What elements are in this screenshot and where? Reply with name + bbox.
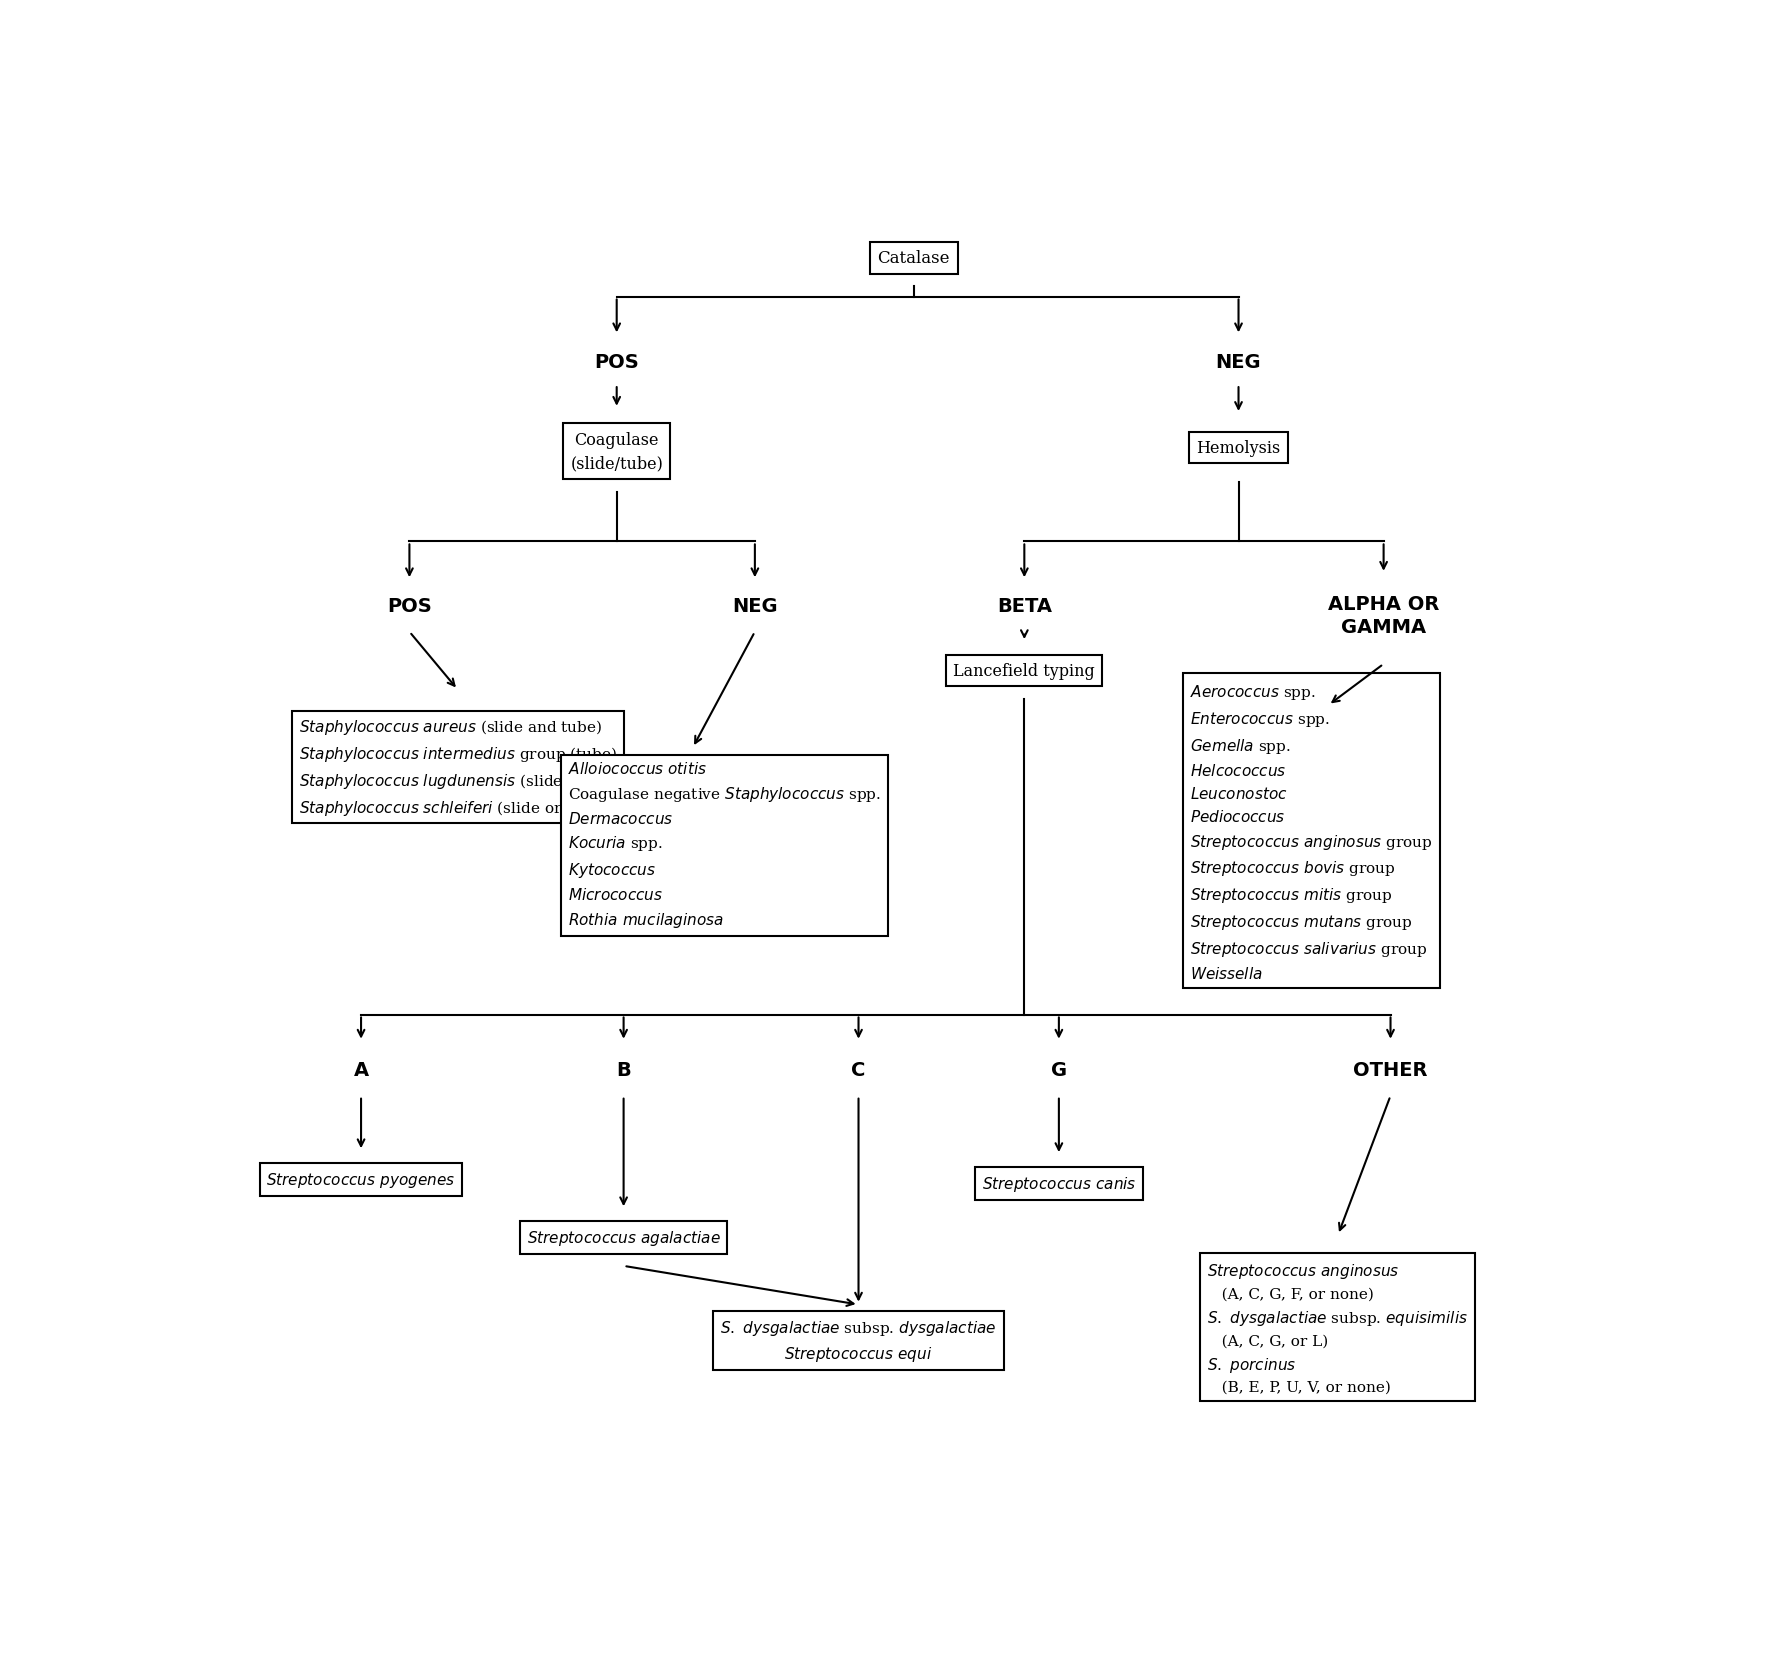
Text: B: B (617, 1061, 631, 1079)
Text: $\mathit{Streptococcus\ pyogenes}$: $\mathit{Streptococcus\ pyogenes}$ (266, 1171, 456, 1190)
Text: $\mathit{S.\ dysgalactiae}$ subsp. $\mathit{dysgalactiae}$
$\mathit{Streptococcu: $\mathit{S.\ dysgalactiae}$ subsp. $\mat… (720, 1318, 996, 1363)
Text: Hemolysis: Hemolysis (1196, 440, 1279, 457)
Text: $\mathit{Streptococcus\ agalactiae}$: $\mathit{Streptococcus\ agalactiae}$ (526, 1228, 720, 1248)
Text: A: A (353, 1061, 369, 1079)
Text: $\mathit{Streptococcus\ canis}$: $\mathit{Streptococcus\ canis}$ (982, 1174, 1135, 1193)
Text: OTHER: OTHER (1353, 1061, 1427, 1079)
Text: $\mathit{Alloiococcus\ otitis}$
Coagulase negative $\mathit{Staphylococcus}$ spp: $\mathit{Alloiococcus\ otitis}$ Coagulas… (568, 760, 880, 930)
Text: $\mathit{Aerococcus}$ spp.
$\mathit{Enterococcus}$ spp.
$\mathit{Gemella}$ spp.
: $\mathit{Aerococcus}$ spp. $\mathit{Ente… (1190, 683, 1433, 980)
Text: Lancefield typing: Lancefield typing (953, 663, 1094, 679)
Text: G: G (1050, 1061, 1066, 1079)
Text: NEG: NEG (1215, 353, 1260, 371)
Text: C: C (850, 1061, 866, 1079)
Text: POS: POS (593, 353, 638, 371)
Text: POS: POS (387, 597, 431, 616)
Text: Coagulase
(slide/tube): Coagulase (slide/tube) (570, 432, 663, 472)
Text: Catalase: Catalase (877, 251, 950, 268)
Text: NEG: NEG (732, 597, 777, 616)
Text: $\mathit{Streptococcus\ anginosus}$
   (A, C, G, F, or none)
$\mathit{S.\ dysgal: $\mathit{Streptococcus\ anginosus}$ (A, … (1206, 1261, 1467, 1394)
Text: ALPHA OR
GAMMA: ALPHA OR GAMMA (1328, 594, 1438, 637)
Text: $\mathit{Staphylococcus\ aureus}$ (slide and tube)
$\mathit{Staphylococcus\ inte: $\mathit{Staphylococcus\ aureus}$ (slide… (299, 718, 617, 816)
Text: BETA: BETA (996, 597, 1051, 616)
